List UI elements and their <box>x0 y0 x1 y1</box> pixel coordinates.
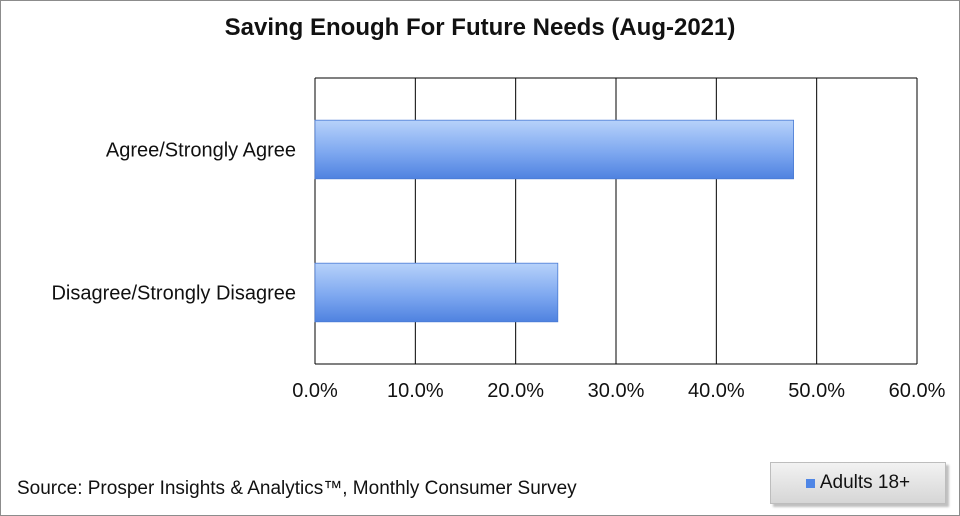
x-tick-label: 0.0% <box>292 380 338 402</box>
legend: Adults 18+ <box>770 462 946 504</box>
legend-label: Adults 18+ <box>819 472 911 493</box>
x-tick-label: 10.0% <box>387 380 444 402</box>
chart-title: Saving Enough For Future Needs (Aug-2021… <box>224 14 736 41</box>
category-label-1: Disagree/Strongly Disagree <box>51 283 296 305</box>
x-tick-label: 60.0% <box>889 380 946 402</box>
x-tick-label: 40.0% <box>688 380 745 402</box>
bar-1 <box>314 262 559 323</box>
x-tick-label: 50.0% <box>788 380 845 402</box>
legend-swatch <box>805 478 815 488</box>
x-tick-label: 20.0% <box>487 380 544 402</box>
x-tick-label: 30.0% <box>588 380 645 402</box>
source-note: Source: Prosper Insights & Analytics™, M… <box>17 478 577 499</box>
bar-0 <box>314 119 794 180</box>
category-label-0: Agree/Strongly Agree <box>106 140 296 162</box>
